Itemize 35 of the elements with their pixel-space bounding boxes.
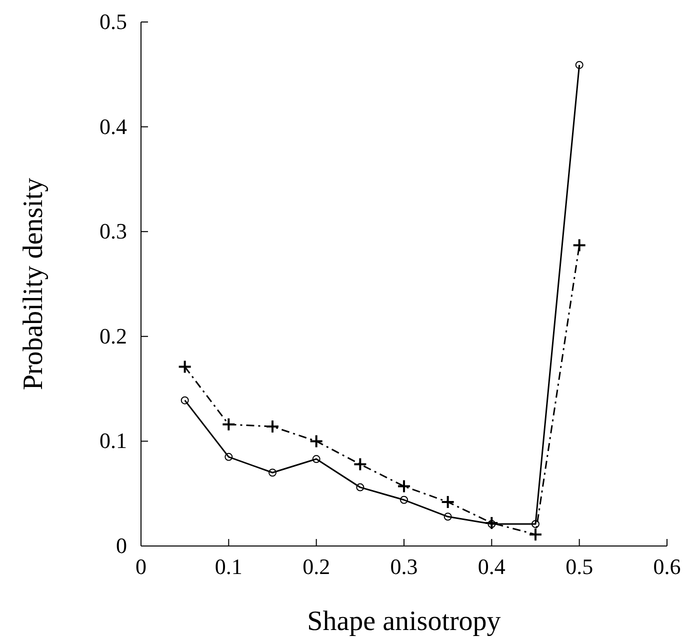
point [268, 468, 276, 477]
y-tick-label: 0.4 [100, 114, 127, 139]
y-tick-label: 0.2 [100, 323, 127, 348]
x-tick-label: 0.6 [653, 554, 681, 579]
point [397, 479, 411, 494]
point [353, 457, 368, 472]
x-tick-label: 0.5 [566, 554, 594, 579]
y-tick-label: 0 [116, 533, 127, 558]
point [444, 512, 452, 521]
point [532, 520, 540, 528]
y-tick-label: 0.1 [100, 428, 127, 454]
point [400, 496, 408, 504]
point [356, 483, 364, 492]
y-tick-label: 0.3 [100, 218, 127, 244]
point [312, 455, 320, 464]
x-tick-label: 0.4 [478, 554, 506, 579]
point [488, 520, 496, 528]
point [572, 238, 586, 252]
point [222, 417, 236, 432]
y-tick-label: 0.5 [100, 9, 127, 34]
x-tick-label: 0.1 [214, 554, 242, 579]
point [224, 452, 233, 461]
y-axis-title: Probability density [18, 178, 49, 390]
point [178, 360, 192, 374]
point [309, 434, 324, 448]
x-tick-label: 0 [136, 554, 146, 579]
point [440, 494, 455, 509]
point [528, 527, 542, 542]
point [266, 420, 280, 434]
x-tick-label: 0.3 [390, 554, 418, 579]
point [484, 516, 499, 530]
point [575, 60, 584, 69]
point [180, 396, 189, 404]
x-tick-label: 0.2 [302, 554, 330, 579]
x-axis-title: Shape anisotropy [307, 606, 501, 637]
